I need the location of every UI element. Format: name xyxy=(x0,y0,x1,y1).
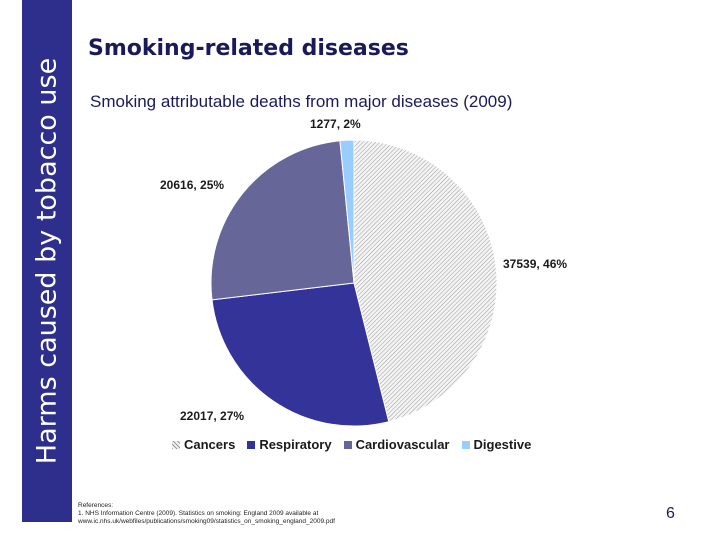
legend-label-cancers: Cancers xyxy=(184,437,236,452)
legend-item-cancers: Cancers xyxy=(172,437,235,452)
legend-item-digestive: Digestive xyxy=(461,437,532,452)
legend-item-respiratory: Respiratory xyxy=(247,437,332,452)
legend-label-cardiovascular: Cardiovascular xyxy=(355,437,450,452)
reference-line-1: 1. NHS Information Centre (2009). Statis… xyxy=(78,510,319,517)
legend-label-digestive: Digestive xyxy=(473,437,532,452)
slice-label-cancers: 37539, 46% xyxy=(503,257,567,271)
reference-line-2: www.ic.nhs.uk/webfiles/publications/smok… xyxy=(78,518,335,525)
slice-label-digestive: 1277, 2% xyxy=(310,117,361,131)
legend-swatch-cancers xyxy=(172,440,180,449)
legend-swatch-cardiovascular xyxy=(343,440,352,449)
legend-item-cardiovascular: Cardiovascular xyxy=(343,437,450,452)
pie-slice-respiratory xyxy=(211,282,390,427)
slice-label-respiratory: 22017, 27% xyxy=(180,409,244,423)
chart-legend: Cancers Respiratory Cardiovascular Diges… xyxy=(172,437,543,452)
references: References: 1. NHS Information Centre (2… xyxy=(78,502,498,526)
legend-label-respiratory: Respiratory xyxy=(259,437,332,452)
legend-swatch-respiratory xyxy=(247,440,256,449)
slice-label-cardiovascular: 20616, 25% xyxy=(160,178,224,192)
references-heading: References: xyxy=(78,502,114,509)
sidebar-banner: Harms caused by tobacco use xyxy=(22,0,72,522)
pie-slice-cancers xyxy=(353,139,498,423)
legend-swatch-digestive xyxy=(461,440,470,449)
page-number: 6 xyxy=(666,505,675,522)
slide-title: Smoking-related diseases xyxy=(88,36,409,61)
pie-slice-cardiovascular xyxy=(210,140,355,301)
pie-slice-digestive xyxy=(339,139,355,284)
chart-title: Smoking attributable deaths from major d… xyxy=(90,92,513,111)
